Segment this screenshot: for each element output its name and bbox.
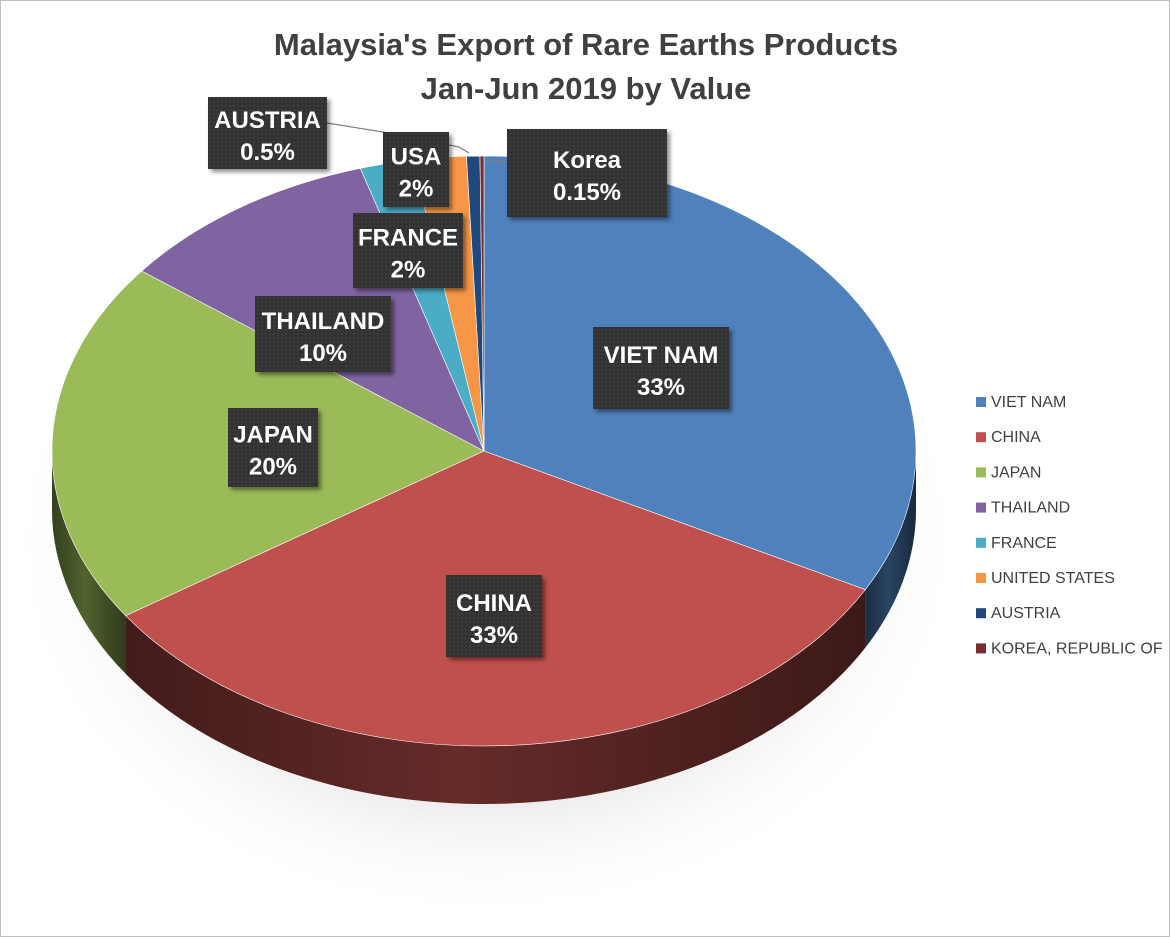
data-label-austria-box <box>208 97 327 169</box>
data-label-china-box <box>446 575 542 657</box>
legend-swatch-united-states <box>976 573 986 583</box>
side-china-shade <box>125 589 866 804</box>
data-label-korea-name: Korea <box>553 147 622 174</box>
legend-swatch-france <box>976 537 986 548</box>
legend-label-viet-nam: VIET NAM <box>991 394 1066 411</box>
pie-slices <box>51 155 917 747</box>
data-label-usa-box <box>383 132 449 207</box>
data-labels: VIET NAM 33% CHINA 33% JAPAN 20% THAILAND 10% FR… <box>208 97 729 657</box>
side-japan-shade <box>52 451 126 674</box>
data-label-usa-name: USA <box>391 144 442 171</box>
legend-label-austria: AUSTRIA <box>991 605 1061 622</box>
data-label-viet-nam-box <box>593 327 729 409</box>
legend-swatch-viet-nam <box>976 397 986 407</box>
legend-swatch-china <box>976 432 986 443</box>
data-label-thailand-name: THAILAND <box>262 308 385 335</box>
legend-label-korea-republic-of: KOREA, REPUBLIC OF <box>991 640 1163 657</box>
data-label-korea-box <box>507 129 667 217</box>
legend-label-japan: JAPAN <box>991 464 1041 481</box>
data-label-china-name: CHINA <box>456 590 532 617</box>
data-label-japan-value: 20% <box>249 454 297 481</box>
data-label-austria-name: AUSTRIA <box>214 107 321 134</box>
data-label-france-value: 2% <box>391 257 426 284</box>
data-label-austria-value: 0.5% <box>240 139 295 166</box>
slice-korea-republic-of <box>479 155 485 452</box>
side-viet-nam-shade <box>865 451 916 648</box>
legend-label-france: FRANCE <box>991 535 1057 552</box>
data-label-japan-box <box>228 408 318 487</box>
legend-swatch-korea-republic-of <box>976 643 986 654</box>
data-label-viet-nam-name: VIET NAM <box>604 342 719 369</box>
legend: VIET NAM CHINA JAPAN THAILAND FRANCE UNITED S… <box>976 394 1163 657</box>
data-label-china-value: 33% <box>470 622 518 649</box>
legend-label-united-states: UNITED STATES <box>991 570 1115 587</box>
data-label-thailand-box <box>255 296 391 372</box>
data-label-thailand-value: 10% <box>299 340 347 367</box>
data-label-viet-nam-value: 33% <box>637 374 685 401</box>
pie-side-walls <box>52 451 916 804</box>
legend-label-china: CHINA <box>991 429 1041 446</box>
legend-swatch-japan <box>976 467 986 478</box>
data-label-usa-value: 2% <box>399 176 434 203</box>
chart-title: Malaysia's Export of Rare Earths Product… <box>274 27 898 62</box>
data-label-korea-value: 0.15% <box>553 179 621 206</box>
data-label-france-box <box>353 213 463 288</box>
chart-subtitle: Jan-Jun 2019 by Value <box>421 71 752 106</box>
legend-label-thailand: THAILAND <box>991 500 1070 517</box>
legend-swatch-thailand <box>976 502 986 513</box>
data-label-japan-name: JAPAN <box>233 422 313 449</box>
legend-swatch-austria <box>976 608 986 619</box>
data-label-france-name: FRANCE <box>358 225 458 252</box>
